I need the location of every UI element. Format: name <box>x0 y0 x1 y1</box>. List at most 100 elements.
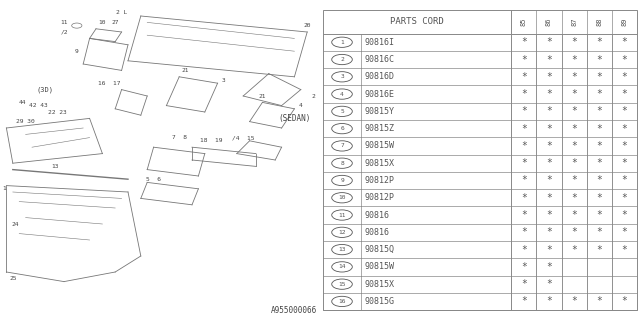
Text: PARTS CORD: PARTS CORD <box>390 17 444 26</box>
Text: *: * <box>621 158 627 168</box>
Text: 4: 4 <box>299 103 303 108</box>
Text: 29 30: 29 30 <box>16 119 35 124</box>
Text: *: * <box>596 89 602 99</box>
Text: *: * <box>521 124 527 134</box>
Text: 10: 10 <box>339 195 346 200</box>
Text: A955000066: A955000066 <box>271 306 317 315</box>
Text: 90815Y: 90815Y <box>364 107 394 116</box>
Text: 88: 88 <box>596 17 602 26</box>
Text: 18  19: 18 19 <box>200 138 223 143</box>
Text: *: * <box>596 141 602 151</box>
Text: *: * <box>546 279 552 289</box>
Text: 90815X: 90815X <box>364 159 394 168</box>
Text: *: * <box>621 227 627 237</box>
Text: 90815Z: 90815Z <box>364 124 394 133</box>
Text: 21: 21 <box>259 93 266 99</box>
Text: 2: 2 <box>312 93 316 99</box>
Text: *: * <box>521 158 527 168</box>
Text: *: * <box>571 296 577 307</box>
Text: 12: 12 <box>339 230 346 235</box>
Text: 7  8: 7 8 <box>172 135 187 140</box>
Text: *: * <box>596 244 602 255</box>
Text: 90812P: 90812P <box>364 193 394 202</box>
Text: 2 L: 2 L <box>116 10 127 15</box>
Text: *: * <box>596 210 602 220</box>
Text: 3: 3 <box>222 77 226 83</box>
Text: *: * <box>521 141 527 151</box>
Text: *: * <box>521 37 527 47</box>
Text: 90816D: 90816D <box>364 72 394 81</box>
Text: 1: 1 <box>340 40 344 45</box>
Text: 90815X: 90815X <box>364 280 394 289</box>
Text: *: * <box>546 227 552 237</box>
Text: 7: 7 <box>340 143 344 148</box>
Text: *: * <box>521 193 527 203</box>
Text: *: * <box>546 193 552 203</box>
Text: *: * <box>621 124 627 134</box>
Text: *: * <box>571 158 577 168</box>
Text: 85: 85 <box>521 17 527 26</box>
Text: 13: 13 <box>339 247 346 252</box>
Text: 25: 25 <box>9 276 17 281</box>
Text: *: * <box>571 72 577 82</box>
Text: 90816C: 90816C <box>364 55 394 64</box>
Text: *: * <box>571 106 577 116</box>
Text: *: * <box>571 244 577 255</box>
Text: *: * <box>521 227 527 237</box>
Text: 90816: 90816 <box>364 228 389 237</box>
Text: 16: 16 <box>339 299 346 304</box>
Text: *: * <box>596 193 602 203</box>
Text: (SEDAN): (SEDAN) <box>278 114 310 123</box>
Text: *: * <box>621 175 627 186</box>
Text: *: * <box>521 262 527 272</box>
Text: 22 23: 22 23 <box>48 109 67 115</box>
Text: 86: 86 <box>546 17 552 26</box>
Text: *: * <box>621 106 627 116</box>
Text: *: * <box>571 227 577 237</box>
Text: *: * <box>596 227 602 237</box>
Text: *: * <box>621 37 627 47</box>
Text: 3: 3 <box>340 74 344 79</box>
Text: *: * <box>621 141 627 151</box>
Text: *: * <box>521 54 527 65</box>
Text: *: * <box>546 54 552 65</box>
Text: *: * <box>621 72 627 82</box>
Text: *: * <box>546 210 552 220</box>
Text: 5: 5 <box>340 109 344 114</box>
Text: 2: 2 <box>340 57 344 62</box>
Text: 27: 27 <box>111 20 119 25</box>
Text: 90815W: 90815W <box>364 141 394 150</box>
Text: *: * <box>621 89 627 99</box>
Text: *: * <box>521 72 527 82</box>
Text: *: * <box>596 106 602 116</box>
Text: *: * <box>571 193 577 203</box>
Text: *: * <box>571 37 577 47</box>
Text: 90815W: 90815W <box>364 262 394 271</box>
Text: *: * <box>546 124 552 134</box>
Text: *: * <box>596 54 602 65</box>
Text: *: * <box>571 141 577 151</box>
Text: *: * <box>571 89 577 99</box>
Text: 11: 11 <box>60 20 68 25</box>
Text: *: * <box>521 279 527 289</box>
Text: 90816I: 90816I <box>364 38 394 47</box>
Text: *: * <box>546 141 552 151</box>
Text: *: * <box>571 54 577 65</box>
Text: 90816: 90816 <box>364 211 389 220</box>
Text: *: * <box>571 175 577 186</box>
Text: *: * <box>596 72 602 82</box>
Text: 90816E: 90816E <box>364 90 394 99</box>
Text: 1: 1 <box>3 186 6 191</box>
Text: 9: 9 <box>75 49 79 54</box>
Text: *: * <box>571 210 577 220</box>
Text: *: * <box>521 210 527 220</box>
Text: 16  17: 16 17 <box>97 81 120 86</box>
Text: 15: 15 <box>339 282 346 287</box>
Text: 90815G: 90815G <box>364 297 394 306</box>
Text: 5  6: 5 6 <box>146 177 161 182</box>
Text: 9: 9 <box>340 178 344 183</box>
Text: *: * <box>521 106 527 116</box>
Text: *: * <box>596 296 602 307</box>
Text: 90815Q: 90815Q <box>364 245 394 254</box>
Text: 13: 13 <box>51 164 59 169</box>
